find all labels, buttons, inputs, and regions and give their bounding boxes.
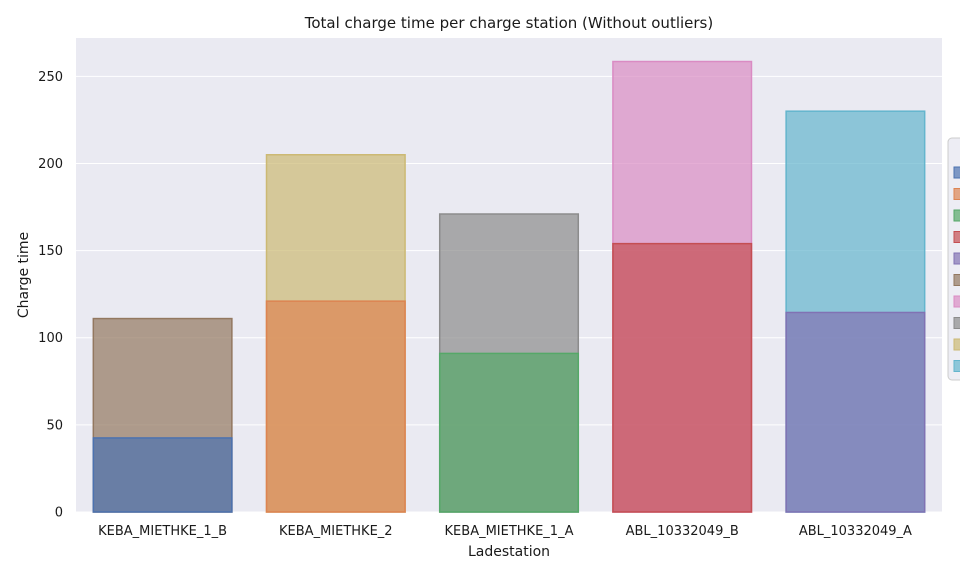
bars bbox=[92, 60, 926, 513]
legend-swatch bbox=[953, 360, 960, 372]
legend-swatch bbox=[953, 338, 960, 351]
x-tick-label: KEBA_MIETHKE_2 bbox=[279, 524, 393, 539]
y-axis-label: Charge time bbox=[16, 232, 32, 318]
chart-title: Total charge time per charge station (Wi… bbox=[304, 14, 713, 32]
bar bbox=[438, 352, 580, 513]
y-tick-label: 100 bbox=[38, 331, 63, 346]
legend-swatch bbox=[953, 166, 960, 179]
bar bbox=[92, 437, 233, 513]
legend-swatch bbox=[953, 274, 960, 286]
bar bbox=[785, 311, 926, 513]
y-tick-label: 150 bbox=[38, 244, 63, 259]
y-tick-label: 50 bbox=[46, 418, 63, 433]
y-axis-ticks: 0 50 100 150 200 250 bbox=[38, 70, 63, 521]
x-axis-label: Ladestation bbox=[468, 544, 550, 560]
x-tick-label: ABL_10332049_B bbox=[626, 524, 739, 539]
legend-swatch bbox=[953, 188, 960, 200]
legend-swatch bbox=[953, 231, 960, 243]
legend-swatch bbox=[953, 252, 960, 265]
y-tick-label: 200 bbox=[38, 157, 63, 172]
bar bbox=[265, 300, 406, 513]
x-tick-label: ABL_10332049_A bbox=[799, 524, 912, 539]
legend-swatch bbox=[953, 295, 960, 308]
legend bbox=[947, 137, 960, 381]
legend-swatch bbox=[953, 317, 960, 329]
y-tick-label: 250 bbox=[38, 70, 63, 85]
x-tick-label: KEBA_MIETHKE_1_B bbox=[98, 524, 227, 539]
x-axis-ticks: KEBA_MIETHKE_1_B KEBA_MIETHKE_2 KEBA_MIETH… bbox=[98, 524, 912, 539]
legend-swatch bbox=[953, 209, 960, 222]
x-tick-label: KEBA_MIETHKE_1_A bbox=[445, 524, 574, 539]
bar bbox=[612, 242, 753, 513]
y-tick-label: 0 bbox=[55, 506, 63, 521]
